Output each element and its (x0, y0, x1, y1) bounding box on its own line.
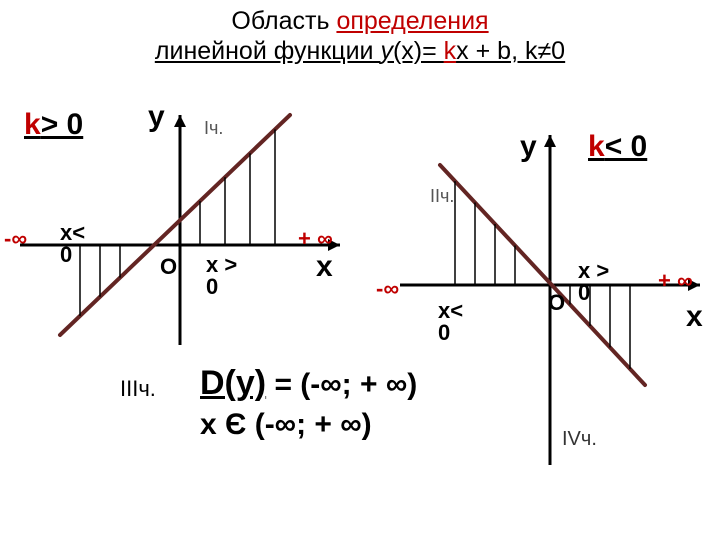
left-origin-label: О (160, 254, 177, 280)
title-word-definition: определения (336, 7, 488, 35)
left-x-neg: x< 0 (60, 222, 85, 266)
title-line2-c: (х)= (393, 37, 444, 65)
left-y-label: y (148, 100, 165, 134)
x-in-line: х Є (-∞; + ∞) (200, 408, 372, 442)
domain-dy: D(y) (200, 364, 266, 402)
left-neg-inf: -∞ (4, 226, 27, 252)
title-word-domain: Область (231, 7, 336, 35)
right-quad-IV: IVч. (562, 428, 597, 451)
left-pos-inf: + ∞ (298, 226, 333, 252)
domain-eq: = (-∞; + ∞) (266, 368, 417, 401)
right-x-neg-l1: x< (438, 300, 463, 322)
right-x-pos-l2: 0 (578, 282, 609, 304)
domain-line: D(y) = (-∞; + ∞) (200, 364, 417, 403)
right-y-label: y (520, 130, 537, 164)
right-pos-inf: + ∞ (658, 268, 693, 294)
left-x-pos-l1: x > (206, 254, 237, 276)
left-x-neg-l1: x< (60, 222, 85, 244)
left-quad-I: Iч. (204, 118, 223, 139)
left-x-neg-l2: 0 (60, 244, 85, 266)
right-neg-inf: -∞ (376, 276, 399, 302)
right-x-neg: x< 0 (438, 300, 463, 344)
left-x-pos: x > 0 (206, 254, 237, 298)
title: Область определения линейной функции y(х… (0, 0, 720, 66)
title-line1: Область определения (0, 6, 720, 36)
right-origin-label: О (548, 290, 565, 316)
right-quad-II: IIч. (430, 186, 454, 207)
title-line2-a: линейной функции (155, 37, 381, 65)
right-chart-svg (370, 120, 720, 520)
title-line2-k: k (444, 37, 457, 65)
title-line2-e: x + b, k≠0 (456, 37, 565, 65)
left-x-label: x (316, 250, 333, 284)
right-x-label: x (686, 300, 703, 334)
right-x-pos-l1: x > (578, 260, 609, 282)
right-x-neg-l2: 0 (438, 322, 463, 344)
title-line2-y: y (380, 37, 393, 65)
title-line2: линейной функции y(х)= kx + b, k≠0 (0, 36, 720, 66)
left-x-pos-l2: 0 (206, 276, 237, 298)
right-chart (370, 120, 720, 520)
left-quad-III: IIIч. (120, 376, 156, 402)
right-x-pos: x > 0 (578, 260, 609, 304)
